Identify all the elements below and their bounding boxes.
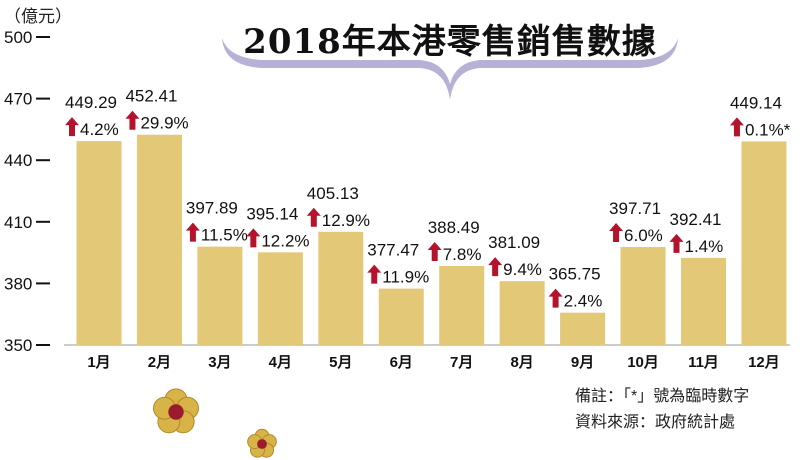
bar (560, 312, 606, 345)
y-tick-label: 500 (4, 28, 32, 47)
bar (499, 281, 545, 345)
change-label: 11.5% (201, 226, 248, 245)
up-arrow-icon (125, 110, 140, 130)
x-tick-label: 7月 (450, 354, 473, 371)
bar (378, 288, 424, 345)
value-label: 381.09 (488, 233, 540, 252)
bar (741, 141, 787, 345)
up-arrow-icon (65, 117, 79, 137)
chart-title: 2018年本港零售銷售數據 (243, 22, 657, 62)
up-arrow-icon (185, 222, 200, 242)
x-tick-label: 1月 (87, 354, 110, 371)
bar (681, 257, 726, 345)
x-tick-label: 10月 (627, 354, 659, 371)
x-tick-label: 6月 (390, 354, 413, 371)
bar (136, 134, 182, 345)
y-tick-label: 410 (4, 213, 32, 232)
up-arrow-icon (367, 264, 382, 284)
source-note: 資料來源：政府統計處 (575, 414, 736, 431)
value-label: 365.75 (549, 265, 601, 284)
change-label: 12.9% (322, 211, 370, 230)
value-label: 395.14 (246, 204, 298, 223)
change-label: 6.0% (624, 226, 663, 245)
x-tick-label: 9月 (571, 354, 594, 371)
change-label: 4.2% (80, 120, 119, 139)
change-label: 11.9% (382, 268, 429, 287)
change-label: 12.2% (261, 231, 309, 250)
bar (439, 265, 485, 345)
x-tick-label: 8月 (510, 354, 533, 371)
up-arrow-icon (306, 207, 321, 227)
x-tick-label: 11月 (688, 354, 719, 371)
y-tick-label: 350 (4, 336, 32, 355)
value-label: 449.14 (730, 93, 782, 112)
value-label: 452.41 (125, 87, 177, 106)
flower-center-icon (168, 404, 184, 420)
value-label: 449.29 (65, 93, 117, 112)
change-label: 1.4% (685, 237, 724, 256)
up-arrow-icon (669, 233, 684, 253)
x-tick-label: 2月 (148, 354, 171, 371)
bar (620, 247, 666, 345)
up-arrow-icon (427, 241, 442, 261)
change-label: 7.8% (443, 245, 482, 264)
bar (76, 141, 122, 345)
value-label: 397.89 (186, 199, 238, 218)
bar (197, 246, 243, 345)
value-label: 397.71 (609, 199, 661, 218)
value-label: 377.47 (367, 241, 419, 260)
x-tick-label: 12月 (748, 354, 780, 371)
x-tick-label: 3月 (208, 354, 231, 371)
y-axis-unit-label: （億元） (4, 7, 72, 26)
up-arrow-icon (246, 228, 261, 248)
change-label: 29.9% (140, 114, 188, 133)
up-arrow-icon (488, 257, 503, 277)
title-bracket (222, 38, 678, 100)
flower-center-icon (257, 439, 267, 449)
x-tick-label: 5月 (329, 354, 352, 371)
change-label: 9.4% (503, 260, 542, 279)
y-tick-label: 380 (4, 274, 32, 293)
x-tick-label: 4月 (269, 354, 292, 371)
y-tick-label: 470 (4, 90, 32, 109)
up-arrow-icon (609, 223, 624, 243)
remark-note: 備註：「*」號為臨時數字 (575, 388, 750, 405)
bar (257, 252, 303, 345)
bar (318, 231, 364, 345)
change-label: 0.1%* (745, 120, 791, 139)
up-arrow-icon (548, 288, 563, 308)
change-label: 2.4% (564, 292, 603, 311)
y-tick-label: 440 (4, 151, 32, 170)
value-label: 388.49 (428, 218, 480, 237)
value-label: 405.13 (307, 184, 359, 203)
up-arrow-icon (729, 117, 744, 137)
value-label: 392.41 (670, 210, 722, 229)
